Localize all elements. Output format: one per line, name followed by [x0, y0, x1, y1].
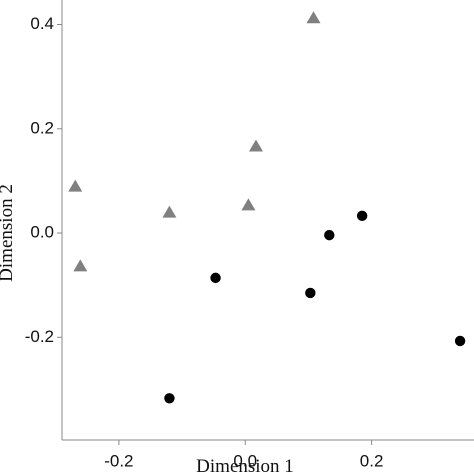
y-tick-label: 0.4: [30, 14, 54, 33]
circle-point: [210, 272, 221, 284]
y-tick-label: -0.2: [25, 327, 54, 346]
x-tick-label: -0.2: [104, 451, 133, 470]
triangle-point: [162, 205, 177, 218]
triangle-point: [248, 139, 263, 152]
triangle-point: [68, 179, 83, 192]
triangle-point: [73, 259, 88, 272]
circle-point: [324, 229, 335, 241]
y-tick-label: 0.0: [30, 223, 54, 242]
circle-point: [454, 335, 466, 347]
x-tick-label: 0.2: [360, 451, 384, 470]
circle-point: [305, 287, 316, 299]
circle-point: [356, 210, 368, 222]
triangle-point: [241, 198, 256, 211]
x-tick-label: 0.0: [233, 451, 257, 470]
circle-point: [164, 393, 175, 404]
y-tick-label: 0.2: [30, 118, 54, 137]
x-axis-label: Dimension 1: [196, 456, 294, 474]
triangle-point: [306, 11, 321, 24]
y-axis-label: Dimension 2: [0, 184, 17, 282]
